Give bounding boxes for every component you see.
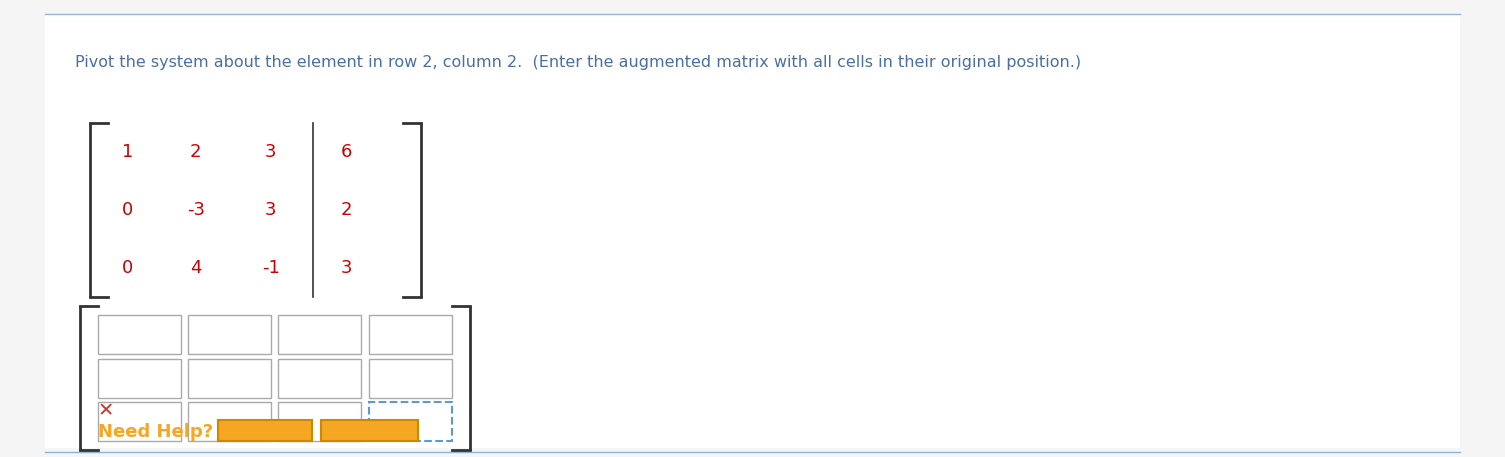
FancyBboxPatch shape (278, 315, 361, 354)
Text: 3: 3 (265, 143, 277, 161)
Text: -3: -3 (187, 201, 205, 219)
FancyBboxPatch shape (369, 359, 451, 398)
Text: -1: -1 (262, 259, 280, 277)
Text: Watch It: Watch It (337, 424, 402, 438)
FancyBboxPatch shape (98, 359, 181, 398)
Text: 4: 4 (190, 259, 202, 277)
Text: 3: 3 (340, 259, 352, 277)
Text: Need Help?: Need Help? (98, 423, 212, 441)
Text: 2: 2 (190, 143, 202, 161)
Text: 6: 6 (340, 143, 352, 161)
FancyBboxPatch shape (45, 14, 1460, 448)
Text: Read It: Read It (236, 424, 293, 438)
Text: 0: 0 (122, 259, 134, 277)
Text: 0: 0 (122, 201, 134, 219)
FancyBboxPatch shape (278, 359, 361, 398)
FancyBboxPatch shape (98, 315, 181, 354)
FancyBboxPatch shape (218, 420, 312, 441)
FancyBboxPatch shape (369, 402, 451, 441)
FancyBboxPatch shape (321, 420, 418, 441)
Text: ✕: ✕ (98, 402, 114, 421)
FancyBboxPatch shape (278, 402, 361, 441)
FancyBboxPatch shape (188, 359, 271, 398)
FancyBboxPatch shape (188, 402, 271, 441)
FancyBboxPatch shape (98, 402, 181, 441)
Text: 3: 3 (265, 201, 277, 219)
Text: Pivot the system about the element in row 2, column 2.  (Enter the augmented mat: Pivot the system about the element in ro… (75, 55, 1082, 70)
FancyBboxPatch shape (188, 315, 271, 354)
Text: 1: 1 (122, 143, 134, 161)
Text: 2: 2 (340, 201, 352, 219)
FancyBboxPatch shape (369, 315, 451, 354)
